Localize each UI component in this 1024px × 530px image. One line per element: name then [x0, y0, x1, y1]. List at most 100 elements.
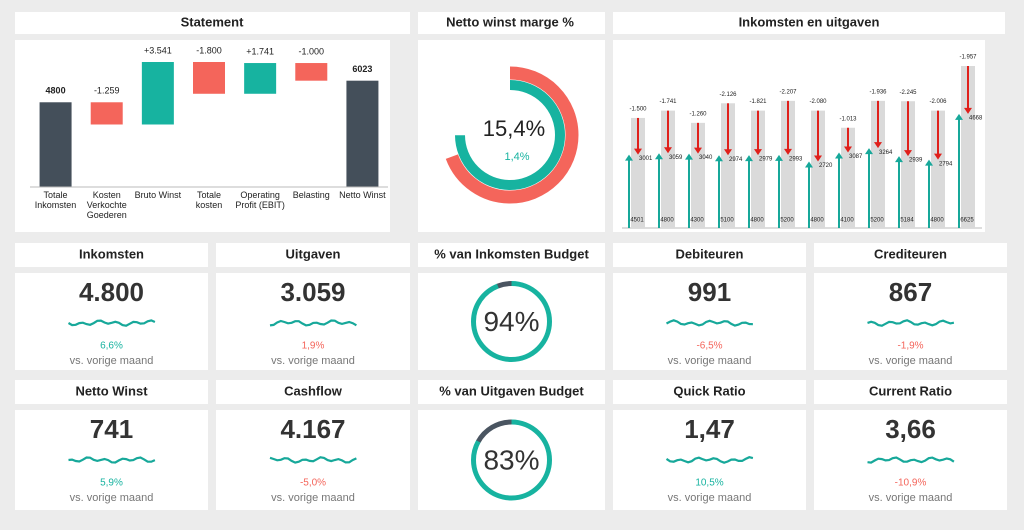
net-label: 3087: [849, 154, 863, 160]
arrow-head: [694, 147, 702, 154]
net-label: 2720: [819, 163, 833, 169]
data-label: +3.541: [144, 45, 172, 55]
x-tick-label: Netto Winst: [339, 190, 386, 200]
panel: [613, 243, 806, 267]
arrow-head: [964, 107, 972, 114]
kpi-note: vs. vorige maand: [668, 355, 752, 367]
expense-label: -2.126: [719, 92, 737, 98]
bar: [39, 102, 72, 187]
panel: [216, 273, 410, 370]
income-label: 6625: [960, 218, 974, 224]
kpi-note: vs. vorige maand: [869, 492, 953, 504]
kpi-value: 4.167: [280, 414, 345, 444]
data-label: -1.800: [196, 45, 222, 55]
kpi-title: Inkomsten: [79, 246, 144, 261]
arrow-head: [664, 147, 672, 154]
arrow: [955, 113, 963, 228]
panel: [15, 273, 208, 370]
arrow: [925, 159, 933, 228]
data-label: -1.000: [299, 46, 325, 56]
arrow-head: [625, 154, 633, 161]
arrow-head: [745, 155, 753, 162]
income-bar: [781, 100, 795, 228]
kpi-value: 4.800: [79, 277, 144, 307]
arrow: [634, 117, 642, 155]
arrow: [784, 100, 792, 155]
gauge-arc: [471, 281, 552, 362]
chart-title: % van Uitgaven Budget: [439, 383, 584, 398]
bar: [90, 102, 123, 125]
expense-label: -1.741: [659, 99, 677, 105]
panel: [418, 380, 605, 404]
kpi-title: Netto Winst: [75, 383, 148, 398]
expense-label: -1.957: [959, 55, 977, 61]
panel: [613, 12, 1005, 34]
sparkline: [269, 319, 357, 327]
arrow: [805, 161, 813, 228]
income-bar: [961, 66, 975, 228]
income-bar: [751, 110, 765, 228]
sparkline: [665, 319, 753, 327]
sparkline: [269, 456, 357, 464]
income-bar: [721, 103, 735, 228]
kpi-title: Uitgaven: [286, 246, 341, 261]
income-label: 4501: [630, 218, 644, 224]
margin-title: Netto winst marge %: [446, 14, 574, 29]
gauge-arc: [471, 419, 552, 501]
panel: [216, 410, 410, 510]
category-label-box: Operating Profit (EBIT): [235, 190, 285, 210]
arrow: [874, 100, 882, 149]
bar: [141, 62, 174, 125]
kpi-title: Cashflow: [284, 383, 343, 398]
arrow: [685, 153, 693, 228]
arrow: [844, 127, 852, 153]
gauge-value: 94%: [483, 306, 539, 337]
sparkline: [68, 456, 156, 464]
category-label-box: Totale kosten: [195, 190, 223, 210]
x-tick-label: Bruto Winst: [134, 190, 182, 200]
arrow: [775, 154, 783, 228]
kpi-value: 3,66: [885, 414, 936, 444]
panel: [15, 243, 208, 267]
arrow: [724, 103, 732, 156]
income-bar: [691, 122, 705, 228]
kpi-title: Crediteuren: [874, 246, 947, 261]
margin-change: 1,4%: [504, 151, 529, 163]
expense-label: -1.013: [839, 116, 857, 122]
sparkline: [665, 456, 754, 464]
net-label: 2979: [759, 157, 773, 163]
arrow-head: [655, 153, 663, 160]
arrow-head: [844, 146, 852, 153]
expense-label: -1.260: [689, 111, 707, 117]
category-label-box: Netto Winst: [339, 190, 386, 200]
arrow-head: [685, 153, 693, 160]
x-tick-label: Totale kosten: [195, 190, 223, 210]
margin-value: 15,4%: [483, 116, 545, 141]
income-bar: [841, 127, 855, 228]
kpi-value: 741: [90, 414, 133, 444]
expense-label: -2.245: [899, 90, 917, 96]
arrow-head: [775, 154, 783, 161]
data-label: 6023: [352, 64, 372, 74]
bar: [244, 63, 277, 94]
panel: [418, 410, 605, 510]
income-bar: [901, 101, 915, 228]
kpi-note: vs. vorige maand: [668, 492, 752, 504]
category-label-box: Kosten Verkochte Goederen: [87, 190, 127, 220]
panel: [814, 380, 1007, 404]
panel: [418, 273, 605, 370]
category-label-box: Bruto Winst: [134, 190, 182, 200]
net-label: 3264: [879, 150, 893, 156]
income-bar: [631, 117, 645, 228]
x-tick-label: Belasting: [292, 190, 330, 200]
arrow: [655, 153, 663, 228]
chart-title: % van Inkomsten Budget: [434, 246, 589, 261]
kpi-value: 991: [688, 277, 731, 307]
arrow-head: [634, 148, 642, 155]
arrow: [664, 110, 672, 154]
kpi-note: vs. vorige maand: [70, 355, 154, 367]
kpi-change: -5,0%: [300, 478, 326, 489]
bar: [193, 62, 225, 94]
kpi-value: 867: [889, 277, 932, 307]
